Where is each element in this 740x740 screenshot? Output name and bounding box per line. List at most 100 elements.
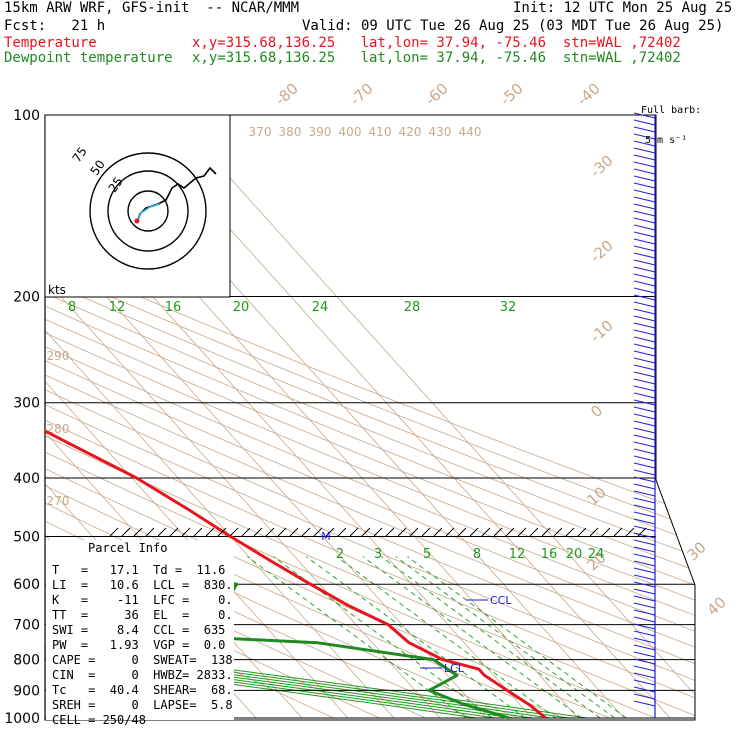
freezing-hatch — [289, 527, 299, 537]
isotherm-label: -20 — [587, 236, 617, 266]
wind-barb — [633, 245, 656, 252]
isotherm-label: -80 — [272, 79, 302, 109]
parcel-info-row: SWI = 8.4 CCL = 635 — [52, 623, 225, 637]
wind-barb — [633, 637, 656, 644]
mixing-ratio-label: 12 — [509, 547, 526, 562]
theta-label: 270 — [47, 494, 70, 508]
wind-barb — [633, 644, 656, 651]
dry-adiabat — [45, 115, 610, 719]
freezing-hatch — [397, 527, 407, 537]
isotherm-line — [45, 115, 441, 719]
barb-legend: Full barb: 5 m s⁻¹ — [641, 86, 701, 156]
freezing-hatch — [589, 527, 599, 537]
pressure-tick-label: 900 — [13, 683, 40, 699]
freezing-hatch — [349, 527, 359, 537]
wind-barb — [633, 252, 656, 259]
wind-barb — [633, 672, 656, 679]
temperature-legend-info: x,y=315.68,136.25 lat,lon= 37.94, -75.46… — [192, 35, 681, 51]
wind-barb — [633, 217, 656, 224]
valid-time: Valid: 09 UTC Tue 26 Aug 25 (03 MDT Tue … — [302, 18, 724, 34]
pressure-tick-label: 600 — [13, 577, 40, 593]
wind-barb — [633, 574, 656, 581]
dry-adiabat — [45, 115, 695, 719]
isotherm-line — [45, 115, 487, 719]
pressure-tick-label: 200 — [13, 290, 40, 306]
mixing-ratio-line — [381, 556, 601, 719]
wind-barb — [633, 203, 656, 210]
wind-barb — [633, 378, 656, 385]
wind-barb — [633, 567, 656, 574]
pressure-tick-label: 400 — [13, 471, 40, 487]
wind-barb — [633, 210, 656, 217]
dry-adiabat — [45, 115, 695, 719]
mixing-ratio-label: 5 — [423, 547, 431, 562]
wind-barb — [633, 686, 656, 693]
dry-adiabat — [45, 115, 656, 719]
wind-barb — [633, 301, 656, 308]
freezing-hatch — [217, 527, 227, 537]
wind-barb — [633, 364, 656, 371]
wind-barb — [633, 168, 656, 175]
theta-label: 420 — [399, 125, 422, 139]
temperature-profile — [45, 115, 547, 720]
wind-barb — [633, 427, 656, 434]
hodograph-ring — [127, 190, 169, 232]
freezing-hatch — [157, 527, 167, 537]
wind-barb — [633, 133, 656, 140]
moist-adiabat-label: 20 — [233, 300, 250, 315]
hodograph-trace — [136, 166, 217, 223]
wind-barb — [633, 518, 656, 525]
wind-barb — [633, 420, 656, 427]
freezing-hatch — [565, 527, 575, 537]
dewpoint-legend-label: Dewpoint temperature — [4, 50, 173, 66]
dry-adiabat — [45, 115, 695, 719]
wind-barb — [633, 413, 656, 420]
wind-barb — [633, 154, 656, 161]
isotherm-label: -50 — [497, 79, 527, 109]
isotherm-label: 10 — [584, 483, 610, 509]
freezing-hatch — [241, 527, 251, 537]
dewpoint-legend-info: x,y=315.68,136.25 lat,lon= 37.94, -75.46… — [192, 50, 681, 66]
wind-barb — [633, 224, 656, 231]
wind-barb — [633, 441, 656, 448]
parcel-info-row: TT = 36 EL = 0. — [52, 608, 233, 622]
wind-barb — [633, 630, 656, 637]
isotherm-label: -10 — [587, 316, 617, 346]
barb-legend-line2: 5 m s⁻¹ — [645, 135, 688, 146]
mixing-ratio-label: 3 — [374, 547, 382, 562]
theta-label: 370 — [249, 125, 272, 139]
freezing-hatch — [409, 527, 419, 537]
dry-adiabat — [45, 115, 695, 719]
freezing-hatch — [493, 527, 503, 537]
wind-barb — [633, 560, 656, 567]
freezing-hatch — [481, 527, 491, 537]
dry-adiabat — [45, 115, 695, 719]
isotherm-line — [45, 115, 395, 719]
freezing-hatch — [265, 527, 275, 537]
freezing-hatch — [541, 527, 551, 537]
wind-barb — [633, 469, 656, 476]
barb-legend-line1: Full barb: — [641, 105, 702, 116]
freezing-hatch — [109, 527, 119, 537]
annotation-lcl: LCL — [444, 662, 465, 675]
hodograph-trace-low — [136, 203, 161, 223]
wind-barb — [633, 119, 656, 126]
freezing-hatch — [613, 527, 623, 537]
freezing-hatch — [373, 527, 383, 537]
wind-barb — [633, 616, 656, 623]
dry-adiabat — [45, 115, 695, 719]
dry-adiabat — [45, 115, 695, 719]
freezing-hatch — [433, 527, 443, 537]
moist-adiabat — [45, 296, 588, 719]
wind-barb — [633, 693, 656, 700]
freezing-hatch — [337, 527, 347, 537]
mixing-ratio-label: 20 — [566, 547, 583, 562]
wind-barb — [633, 588, 656, 595]
wind-barb — [633, 238, 656, 245]
dry-adiabat — [45, 115, 695, 719]
wind-barb — [633, 399, 656, 406]
wind-barb — [633, 623, 656, 630]
theta-label: 440 — [459, 125, 482, 139]
dry-adiabat — [45, 115, 334, 719]
wind-barb — [633, 483, 656, 490]
